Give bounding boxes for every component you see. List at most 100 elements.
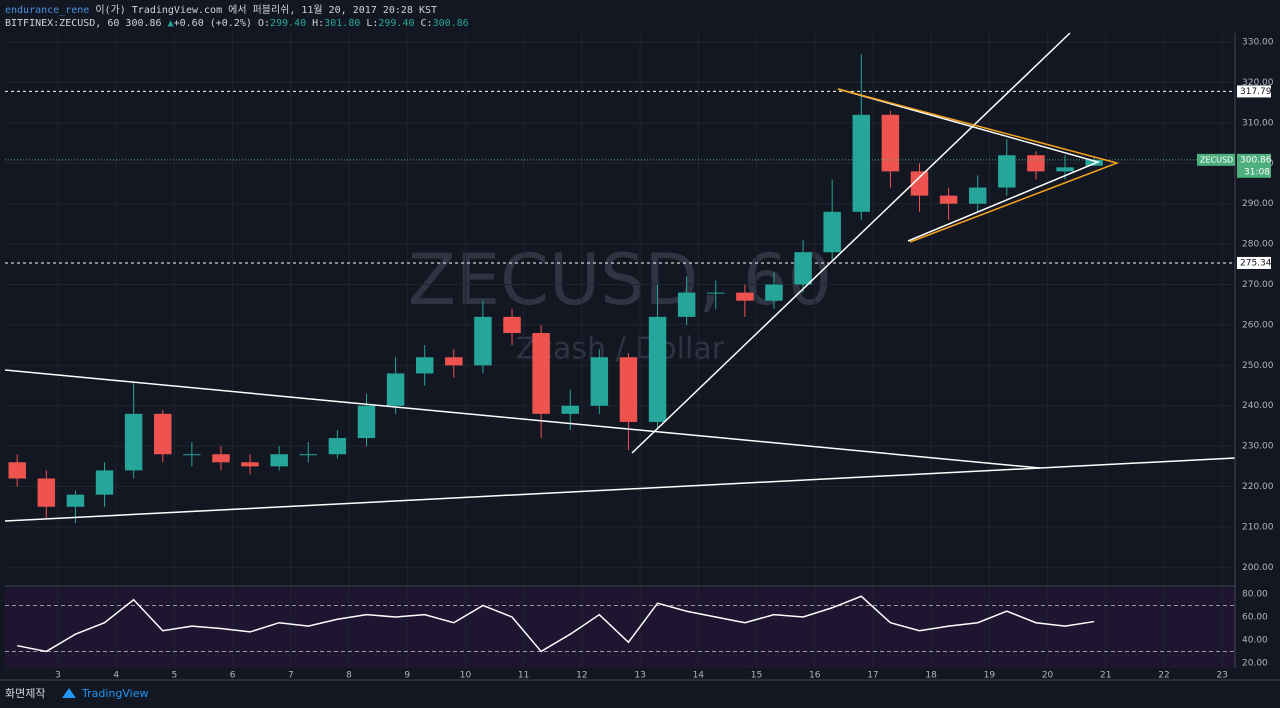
level-label-bg — [1237, 256, 1271, 269]
last-price-bg — [1237, 153, 1271, 178]
candle-body — [445, 357, 463, 366]
publisher[interactable]: endurance_rene — [5, 5, 89, 16]
candle-body — [241, 462, 259, 467]
y-tick-label: 200.00 — [1242, 563, 1274, 573]
x-tick-label: 14 — [693, 671, 705, 681]
trend-line — [4, 457, 1236, 522]
candle-body — [299, 454, 318, 456]
level-label: 275.34 — [1240, 258, 1272, 268]
candle-body — [95, 470, 114, 495]
x-tick-label: 11 — [518, 671, 529, 681]
y-tick-label: 280.00 — [1242, 240, 1274, 250]
candle-body — [823, 211, 841, 253]
y-tick-label: 210.00 — [1242, 522, 1274, 532]
y-tick-label: 330.00 — [1242, 38, 1274, 48]
candle-body — [619, 357, 638, 422]
candle-body — [474, 316, 492, 366]
o: 299.40 — [270, 18, 306, 29]
candle-body — [328, 438, 347, 455]
x-tick-label: 6 — [230, 671, 236, 681]
published-text: 이(가) TradingView.com 에서 퍼블리쉬, 11월 20, 20… — [95, 4, 437, 16]
y-tick-label: 320.00 — [1242, 78, 1274, 88]
candle-body — [212, 454, 230, 463]
candle-body — [648, 316, 667, 422]
candle-body — [677, 292, 696, 317]
y-tick-label: 260.00 — [1242, 320, 1274, 330]
candle-body — [503, 316, 521, 334]
trend-line — [631, 32, 1071, 454]
rsi-tick-label: 60.00 — [1242, 612, 1268, 622]
countdown-label: 31:08 — [1244, 167, 1270, 177]
candle-body — [357, 405, 376, 439]
candle-body — [968, 187, 987, 204]
arrow: ▲ — [168, 18, 174, 29]
candle-body — [794, 252, 812, 285]
l: 299.40 — [378, 18, 414, 29]
y-tick-label: 270.00 — [1242, 280, 1274, 290]
last-price-label: 300.86 — [1240, 155, 1272, 165]
candle-body — [852, 114, 871, 212]
level-label-bg — [1237, 85, 1271, 98]
candle-body — [8, 462, 26, 479]
candle-body — [183, 454, 201, 456]
x-tick-label: 18 — [925, 671, 937, 681]
c-label: C: — [421, 18, 433, 29]
y-tick-label: 230.00 — [1242, 442, 1274, 452]
rsi-line — [17, 595, 1095, 653]
x-tick-label: 9 — [404, 671, 410, 681]
x-tick-label: 5 — [172, 671, 178, 681]
candle-body — [590, 357, 609, 406]
symbol-label: ZECUSD — [1200, 155, 1233, 164]
candle-body — [1085, 159, 1103, 166]
grid — [5, 33, 1235, 668]
y-tick-label: 310.00 — [1242, 118, 1274, 128]
candle-body — [1056, 167, 1074, 172]
marks — [5, 54, 1235, 653]
candle-body — [765, 284, 783, 301]
h: 301.80 — [324, 18, 360, 29]
candle-body — [881, 114, 900, 172]
y-tick-label: 240.00 — [1242, 401, 1274, 411]
level-label: 317.79 — [1240, 87, 1272, 97]
footer-brand[interactable]: TradingView — [81, 687, 148, 700]
x-tick-label: 4 — [113, 671, 119, 681]
x-tick-label: 22 — [1158, 671, 1169, 681]
rsi-tick-label: 40.00 — [1242, 635, 1268, 645]
candle-body — [998, 155, 1016, 188]
symbol-label-bg — [1197, 153, 1235, 166]
y-tick-label: 220.00 — [1242, 482, 1274, 492]
symbol: BITFINEX:ZECUSD, 60 — [5, 18, 119, 29]
triangle-line — [837, 88, 1120, 243]
watermark: ZECUSD, 60 — [408, 239, 832, 321]
candle-body — [37, 478, 56, 507]
last: 300.86 — [125, 18, 161, 29]
x-tick-label: 20 — [1042, 671, 1054, 681]
x-tick-label: 13 — [634, 671, 645, 681]
header-line-1: endurance_rene 이(가) TradingView.com 에서 퍼… — [5, 4, 437, 16]
x-tick-label: 17 — [867, 671, 878, 681]
rsi-tick-label: 80.00 — [1242, 589, 1268, 599]
candle-body — [386, 373, 405, 406]
x-tick-label: 15 — [751, 671, 762, 681]
candle-body — [736, 292, 754, 301]
candle-body — [561, 405, 579, 414]
rsi-tick-label: 20.00 — [1242, 658, 1268, 668]
candle-body — [910, 171, 929, 196]
candle-body — [707, 292, 725, 294]
header-line-2: BITFINEX:ZECUSD, 60 300.86 ▲+0.60 (+0.2%… — [5, 18, 469, 29]
logo-icon — [62, 688, 76, 698]
candle-body — [415, 357, 434, 374]
triangle-line — [837, 88, 1101, 242]
candle-body — [1027, 155, 1045, 172]
candle-body — [939, 195, 958, 204]
candle-body — [66, 494, 85, 507]
rsi-pane — [5, 588, 1235, 668]
x-tick-label: 7 — [288, 671, 294, 681]
trend-lines — [4, 32, 1236, 522]
x-tick-label: 19 — [984, 671, 996, 681]
candle-body — [124, 413, 143, 471]
x-tick-label: 16 — [809, 671, 821, 681]
x-tick-label: 23 — [1216, 671, 1227, 681]
